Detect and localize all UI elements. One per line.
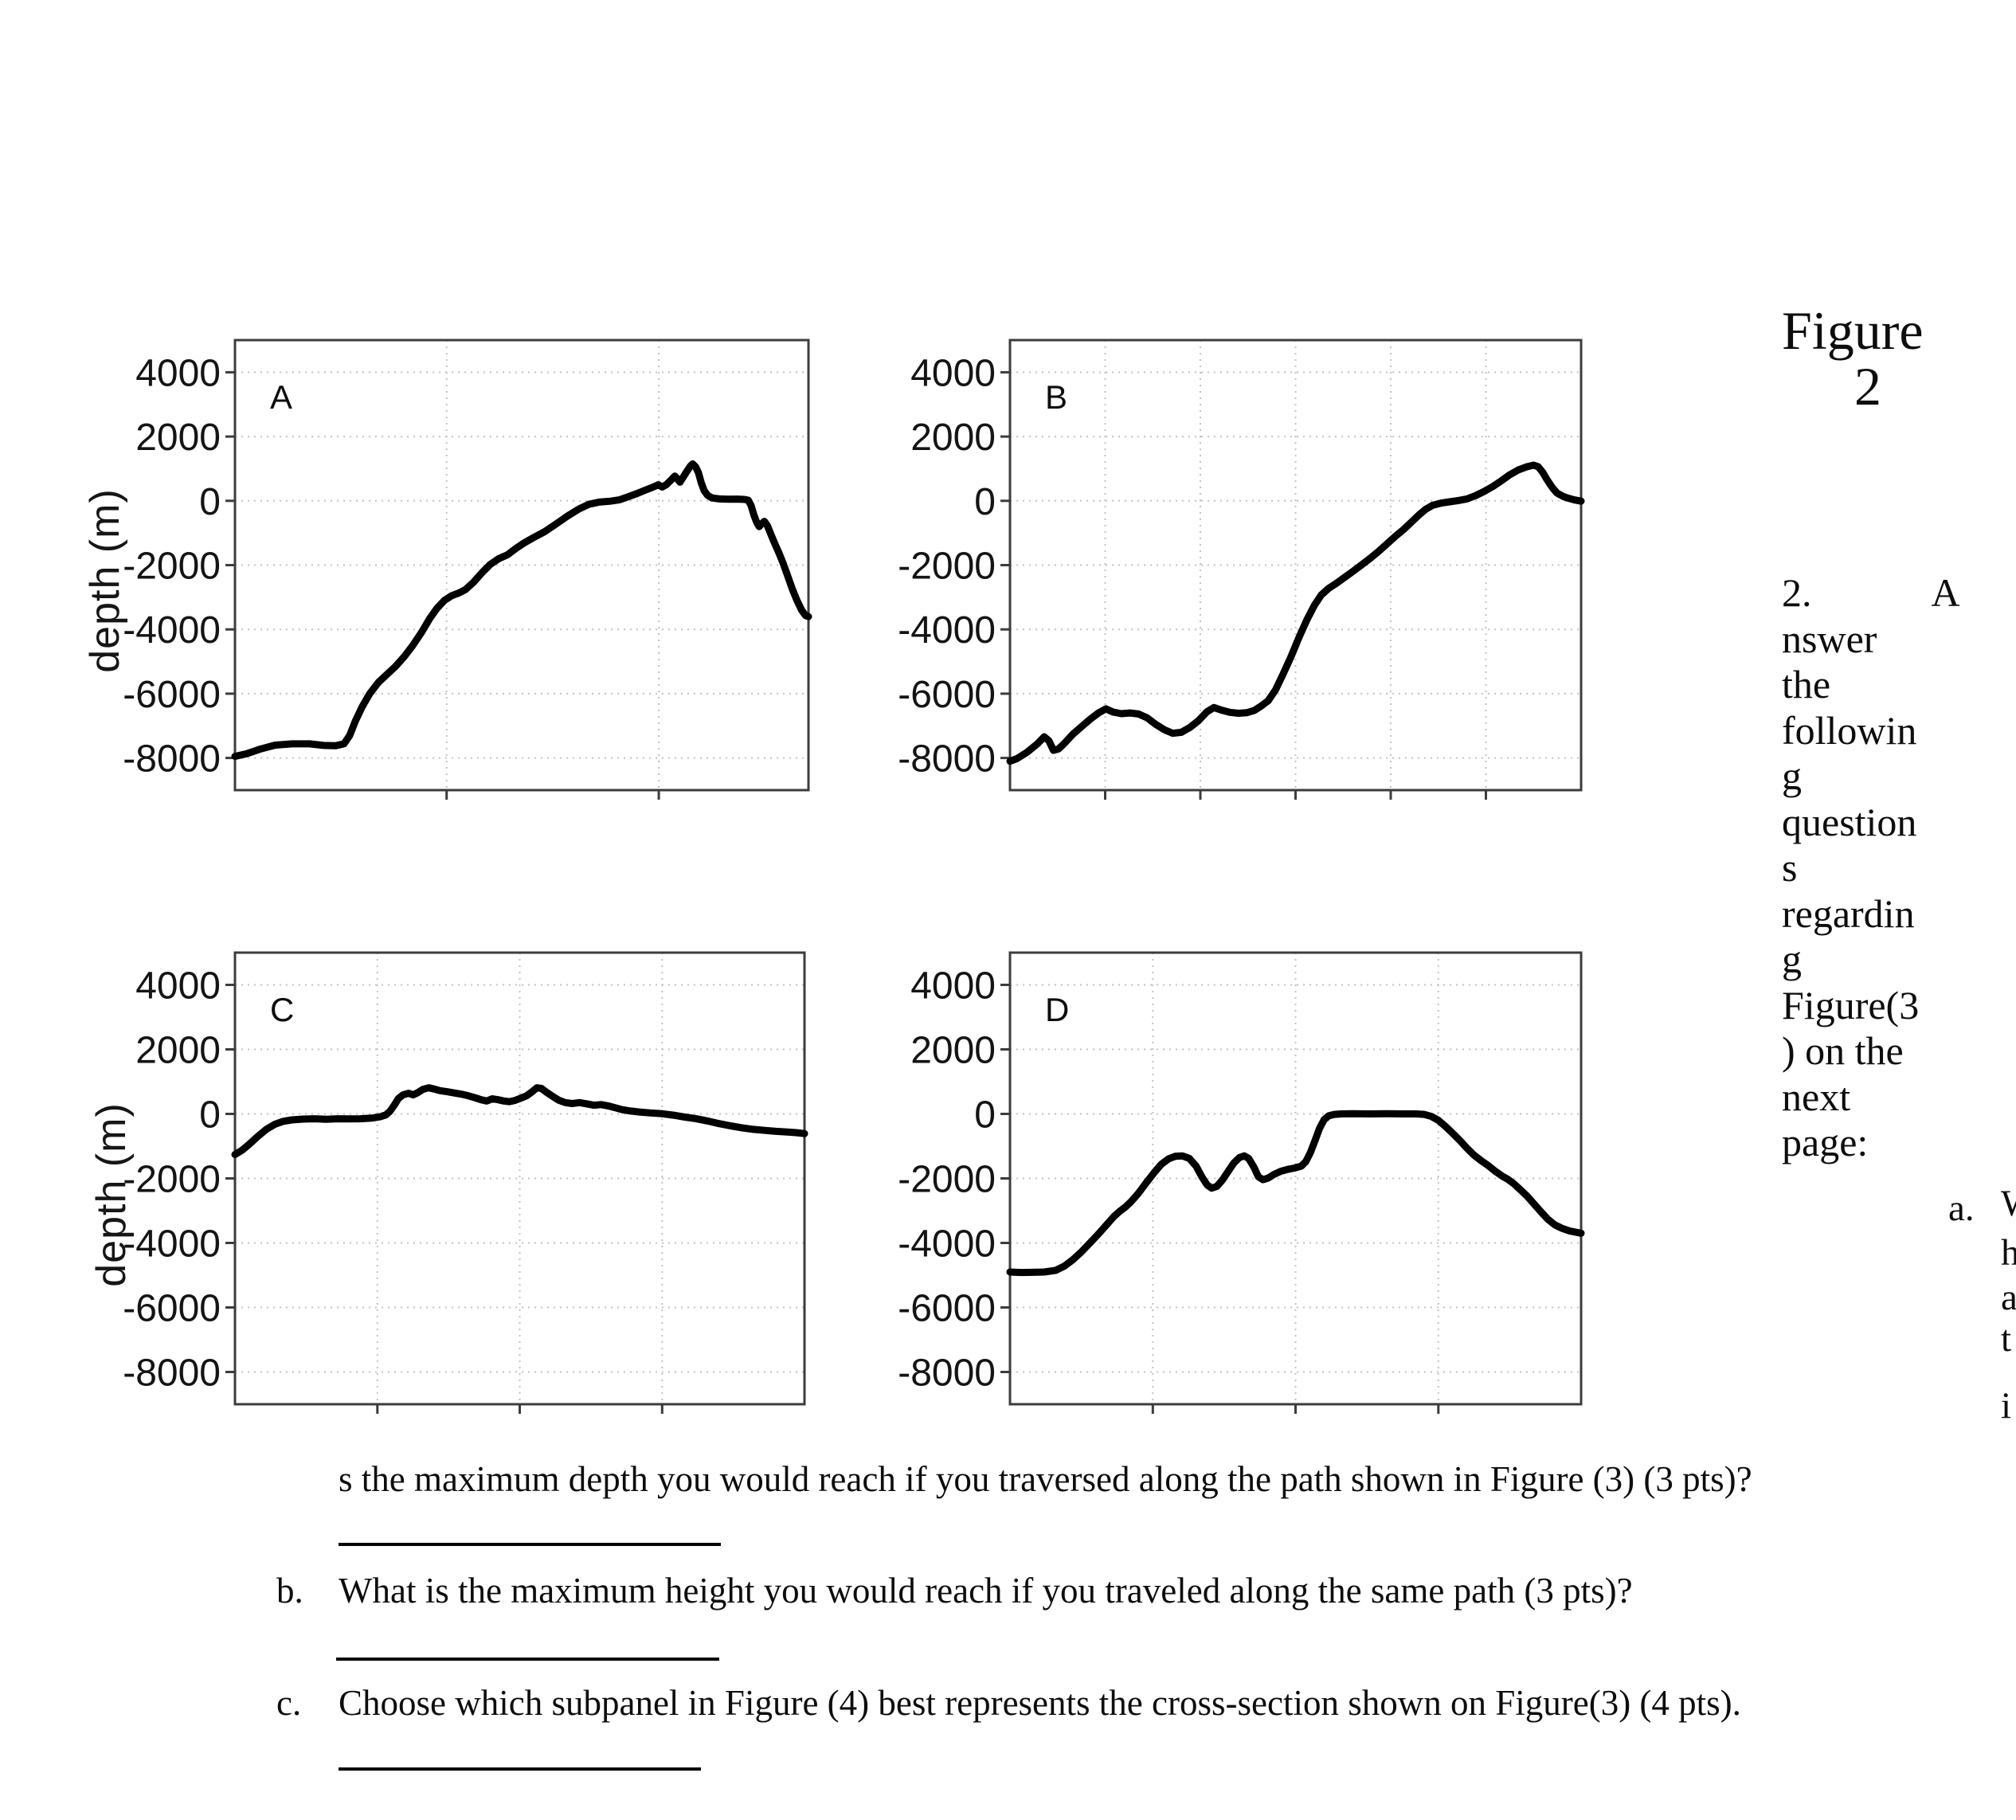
panel-D-ytick-label: 0 [974, 1094, 996, 1137]
panel-A-ytick-label: -2000 [123, 546, 221, 588]
panel-B-ytick-label: -6000 [898, 674, 996, 716]
panel-C-ytick-label: 2000 [135, 1030, 221, 1072]
panel-D-frame [1008, 951, 1583, 1406]
side-note-paragraph: 2. A nswer the followin g question s reg… [1782, 570, 1960, 1164]
panel-A-curve [231, 460, 812, 761]
panel-C-curve [231, 1084, 808, 1158]
panel-C-ytick-label: -2000 [123, 1159, 221, 1201]
panel-C-ytick-label: 4000 [135, 965, 221, 1008]
panel-letter-B: B [1045, 378, 1067, 416]
panel-D-ytick-label: -6000 [898, 1288, 996, 1330]
panel-A: 4000 2000 0 -2000 -4000 -6000 -8000 A [123, 339, 812, 800]
clipped-text-fragment: t [2001, 1318, 2012, 1360]
panel-D-ytick-label: -2000 [898, 1159, 996, 1201]
y-axis-label-bottom: depth (m) [88, 1102, 135, 1287]
panel-A-frame [233, 339, 810, 792]
question-c-marker: c. [276, 1683, 302, 1723]
panel-D-curve [1006, 1110, 1585, 1277]
panel-D-ytick-label: 2000 [910, 1030, 996, 1072]
panel-letter-A: A [270, 378, 292, 416]
panel-letter-D: D [1045, 991, 1069, 1028]
panel-C-frame [233, 951, 806, 1406]
panel-D-ytick-label: 4000 [910, 965, 996, 1008]
panel-C-ytick-label: -6000 [123, 1288, 221, 1330]
panel-B-curve [1006, 461, 1585, 765]
clipped-text-fragment: W [2001, 1182, 2016, 1225]
panel-B-ytick-label: 2000 [910, 417, 996, 459]
question-c-text: Choose which subpanel in Figure (4) best… [339, 1683, 1741, 1723]
panel-A-ytick-label: 2000 [135, 417, 221, 459]
question-b-text: What is the maximum height you would rea… [339, 1571, 1633, 1611]
answer-blank-b [336, 1658, 719, 1661]
figure-caption-line1: Figure [1782, 300, 1924, 361]
panel-D-ytick-label: -8000 [898, 1352, 996, 1395]
panel-letter-C: C [270, 991, 294, 1028]
panel-B: 4000 2000 0 -2000 -4000 -6000 -8000 B [898, 339, 1585, 800]
panel-B-ytick-label: -4000 [898, 609, 996, 652]
panel-A-ytick-label: 4000 [135, 352, 221, 394]
panel-C: 4000 2000 0 -2000 -4000 -6000 -8000 C [123, 951, 808, 1414]
panel-B-ytick-label: -8000 [898, 738, 996, 781]
clipped-text-fragment: a [2001, 1277, 2016, 1318]
clipped-text-fragment: h [2001, 1232, 2016, 1274]
clipped-text-fragment: i [2001, 1385, 2012, 1427]
panel-C-ytick-label: 0 [199, 1094, 221, 1137]
panel-B-frame [1008, 339, 1583, 792]
panel-A-ytick-label: -6000 [123, 674, 221, 716]
panel-D-ytick-label: -4000 [898, 1223, 996, 1266]
panel-B-ytick-label: -2000 [898, 546, 996, 588]
figure-caption-line2: 2 [1854, 356, 1881, 417]
y-axis-label-top: depth (m) [82, 488, 128, 673]
answer-blank-c [339, 1767, 701, 1771]
question-a-marker: a. [1948, 1188, 1975, 1229]
panel-B-ytick-label: 4000 [910, 352, 996, 394]
panel-A-ytick-label: 0 [199, 481, 221, 523]
panel-A-ytick-label: -8000 [123, 738, 221, 781]
panel-B-ytick-label: 0 [974, 481, 996, 523]
question-a-continuation: s the maximum depth you would reach if y… [339, 1459, 1752, 1499]
answer-blank-a [339, 1543, 721, 1546]
panel-C-ytick-label: -4000 [123, 1223, 221, 1266]
panel-D: 4000 2000 0 -2000 -4000 -6000 -8000 D [898, 951, 1585, 1414]
question-b-marker: b. [276, 1571, 303, 1611]
panel-A-ytick-label: -4000 [123, 609, 221, 652]
panel-C-ytick-label: -8000 [123, 1352, 221, 1395]
